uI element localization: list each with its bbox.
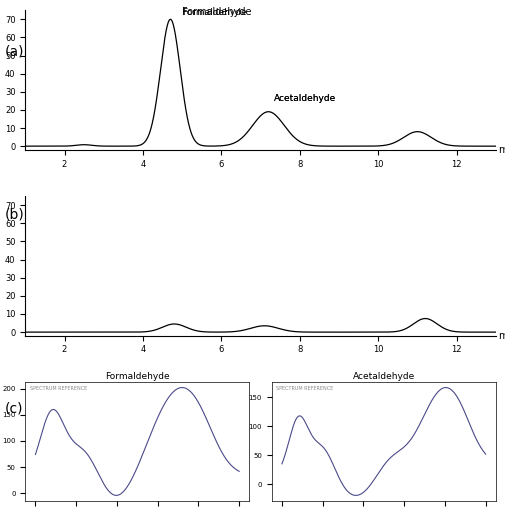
Text: (c): (c): [5, 402, 24, 416]
Text: Acetaldehyde: Acetaldehyde: [274, 94, 336, 103]
Text: SPECTRUM REFERENCE: SPECTRUM REFERENCE: [276, 386, 333, 391]
Text: Formaldehyde: Formaldehyde: [182, 8, 251, 17]
Text: min: min: [497, 331, 505, 341]
Text: (a): (a): [5, 44, 25, 58]
Text: (b): (b): [5, 207, 25, 222]
Text: Formaldehyde: Formaldehyde: [182, 9, 246, 17]
Text: SPECTRUM REFERENCE: SPECTRUM REFERENCE: [30, 386, 87, 391]
Text: min: min: [497, 145, 505, 155]
Title: Formaldehyde: Formaldehyde: [105, 373, 169, 381]
Text: Acetaldehyde: Acetaldehyde: [274, 94, 336, 103]
Title: Acetaldehyde: Acetaldehyde: [352, 373, 414, 381]
